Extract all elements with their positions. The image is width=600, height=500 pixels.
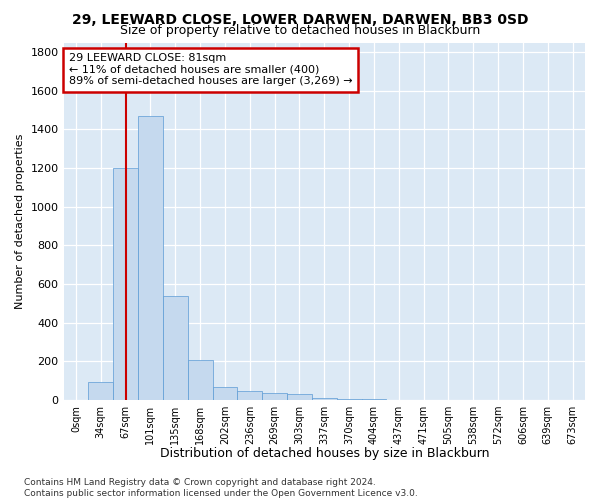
Text: Size of property relative to detached houses in Blackburn: Size of property relative to detached ho… [120, 24, 480, 37]
Text: 29, LEEWARD CLOSE, LOWER DARWEN, DARWEN, BB3 0SD: 29, LEEWARD CLOSE, LOWER DARWEN, DARWEN,… [72, 12, 528, 26]
Bar [188, 360, 212, 400]
Bar [262, 392, 287, 400]
Bar [138, 116, 163, 400]
Bar [337, 399, 362, 400]
Bar [287, 394, 312, 400]
Bar [163, 296, 188, 400]
Text: 29 LEEWARD CLOSE: 81sqm
← 11% of detached houses are smaller (400)
89% of semi-d: 29 LEEWARD CLOSE: 81sqm ← 11% of detache… [69, 53, 352, 86]
X-axis label: Distribution of detached houses by size in Blackburn: Distribution of detached houses by size … [160, 447, 489, 460]
Bar [88, 382, 113, 400]
Text: Contains HM Land Registry data © Crown copyright and database right 2024.
Contai: Contains HM Land Registry data © Crown c… [24, 478, 418, 498]
Bar [238, 390, 262, 400]
Bar [312, 398, 337, 400]
Y-axis label: Number of detached properties: Number of detached properties [15, 134, 25, 309]
Bar [113, 168, 138, 400]
Bar [212, 388, 238, 400]
